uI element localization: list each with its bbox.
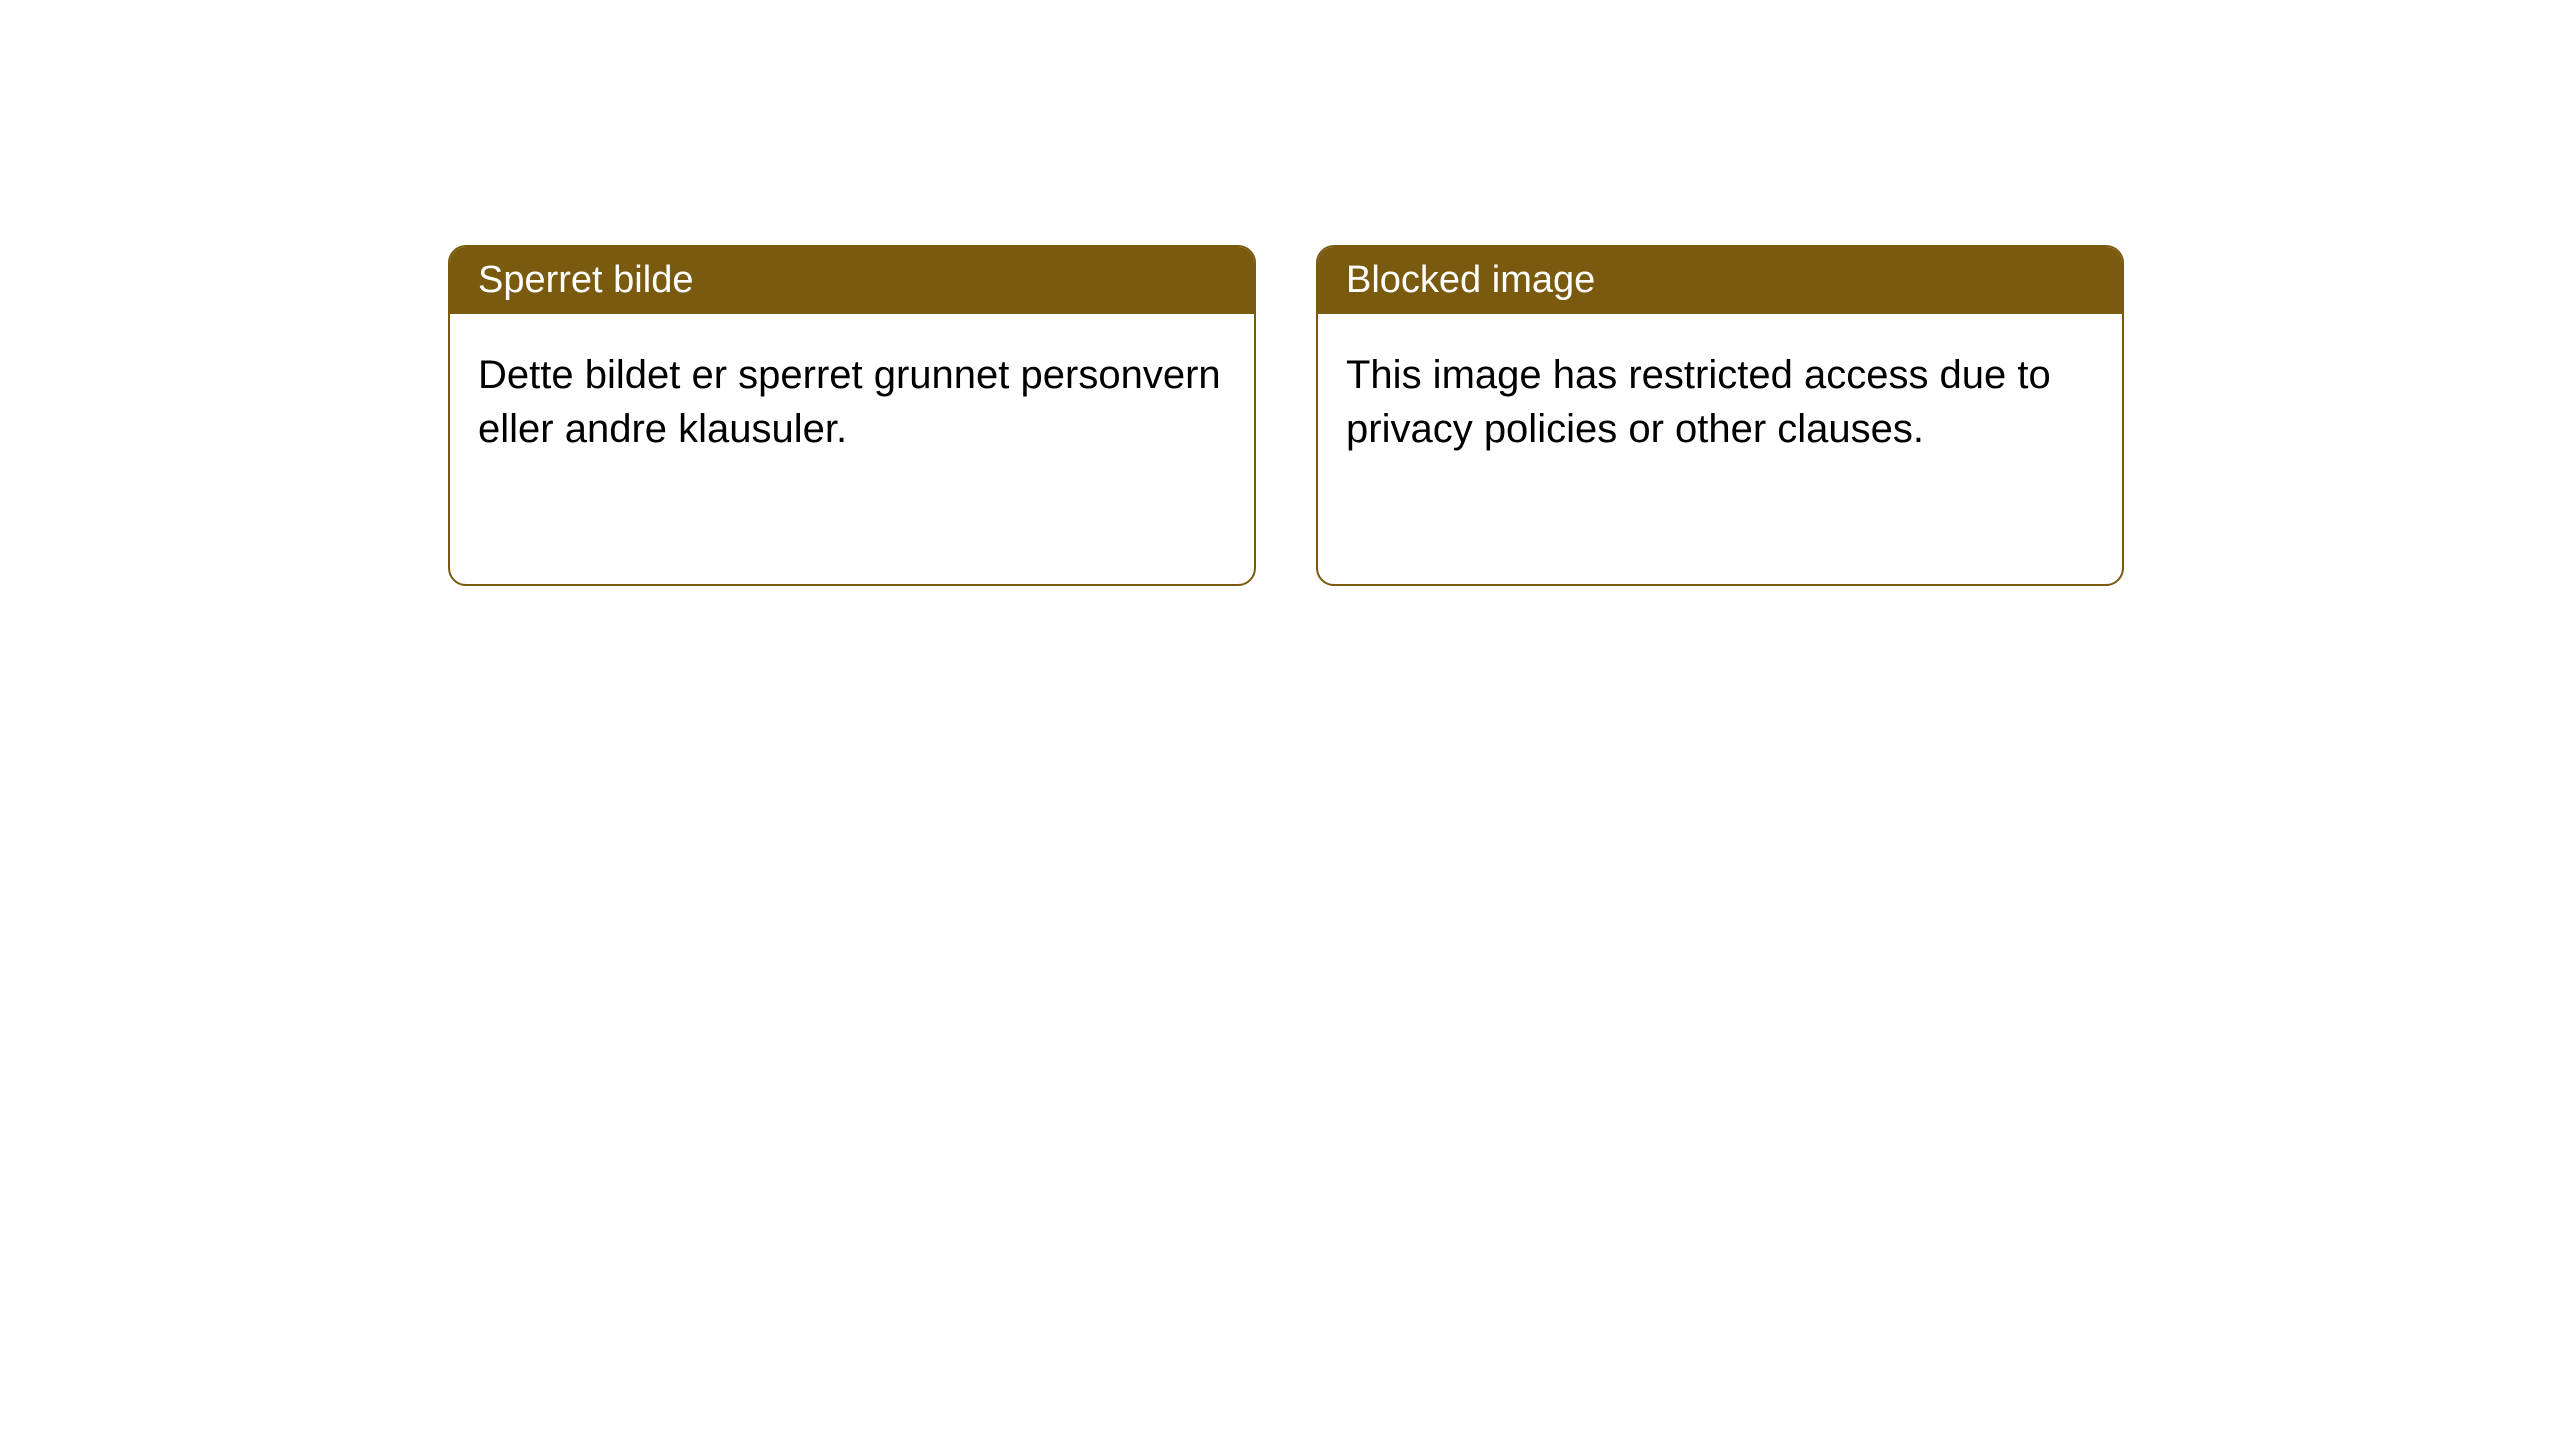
card-body: Dette bildet er sperret grunnet personve… — [450, 314, 1254, 584]
notice-card-norwegian: Sperret bilde Dette bildet er sperret gr… — [448, 245, 1256, 586]
card-message: This image has restricted access due to … — [1346, 353, 2051, 451]
card-title: Blocked image — [1346, 259, 1595, 301]
card-header: Sperret bilde — [450, 247, 1254, 314]
card-message: Dette bildet er sperret grunnet personve… — [478, 353, 1221, 451]
card-title: Sperret bilde — [478, 259, 693, 301]
notice-card-english: Blocked image This image has restricted … — [1316, 245, 2124, 586]
card-header: Blocked image — [1318, 247, 2122, 314]
card-body: This image has restricted access due to … — [1318, 314, 2122, 584]
notice-cards-container: Sperret bilde Dette bildet er sperret gr… — [0, 0, 2560, 586]
